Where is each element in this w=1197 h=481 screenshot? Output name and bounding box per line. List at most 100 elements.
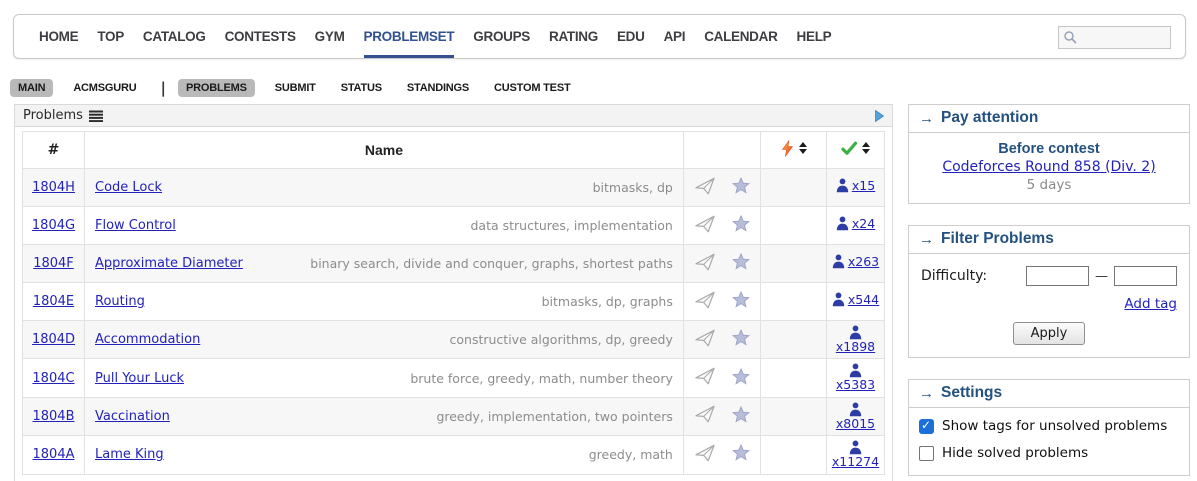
submit-paperplane-icon[interactable] — [694, 290, 716, 314]
add-tag-link[interactable]: Add tag — [1124, 296, 1177, 312]
nav-item-home[interactable]: HOME — [39, 29, 79, 44]
problems-table-header-row: # Name — [22, 131, 885, 169]
problems-table: # Name — [22, 131, 885, 475]
problem-row-1804B: 1804B Vaccination greedy, implementation… — [22, 396, 885, 437]
header-difficulty-sort[interactable] — [760, 131, 827, 169]
submit-paperplane-icon[interactable] — [694, 328, 716, 352]
difficulty-min-input[interactable] — [1026, 266, 1089, 286]
subnav-item-custom-test[interactable]: CUSTOM TEST — [494, 81, 571, 94]
filter-problems-title: → Filter Problems — [909, 226, 1189, 254]
nav-item-catalog[interactable]: CATALOG — [142, 29, 206, 44]
problem-tags: binary search, divide and conquer, graph… — [310, 256, 673, 271]
problem-name-link[interactable]: Routing — [95, 294, 145, 309]
problem-id-link[interactable]: 1804B — [32, 408, 75, 424]
difficulty-max-input[interactable] — [1114, 266, 1177, 286]
header-actions — [682, 131, 762, 169]
favorite-star-icon[interactable] — [731, 290, 751, 312]
settings-title: → Settings — [909, 380, 1189, 408]
solved-count-link[interactable]: x5383 — [829, 363, 882, 392]
contest-link[interactable]: Codeforces Round 858 (Div. 2) — [942, 159, 1156, 175]
problem-tags: greedy, implementation, two pointers — [436, 408, 673, 424]
search-input[interactable] — [1078, 30, 1164, 45]
favorite-star-icon[interactable] — [731, 329, 751, 350]
settings-box: → Settings Show tags for unsolved proble… — [908, 379, 1190, 476]
subnav-item-acmsguru[interactable]: ACMSGURU — [73, 81, 137, 94]
problem-tags: constructive algorithms, dp, greedy — [449, 332, 673, 348]
favorite-star-icon[interactable] — [731, 405, 751, 427]
submit-paperplane-icon[interactable] — [694, 404, 716, 428]
favorite-star-icon[interactable] — [731, 367, 751, 389]
pay-attention-body: Before contest Codeforces Round 858 (Div… — [909, 133, 1189, 203]
header-solved-sort[interactable] — [826, 131, 885, 169]
problem-name-link[interactable]: Code Lock — [95, 180, 163, 195]
difficulty-cell — [760, 244, 827, 283]
hide-solved-checkbox[interactable] — [919, 445, 934, 461]
problem-name-link[interactable]: Vaccination — [95, 408, 170, 424]
solved-count-link[interactable]: x263 — [832, 254, 879, 269]
problem-id-link[interactable]: 1804H — [32, 180, 75, 195]
subnav-item-submit[interactable]: SUBMIT — [274, 81, 316, 94]
show-tags-checkbox[interactable] — [919, 418, 934, 434]
solved-count-link[interactable]: x1898 — [829, 325, 882, 354]
favorite-star-icon[interactable] — [731, 214, 751, 236]
problem-name-link[interactable]: Accommodation — [95, 332, 201, 348]
list-icon[interactable] — [88, 110, 103, 122]
problem-tags: brute force, greedy, math, number theory — [410, 370, 673, 386]
problem-row-1804G: 1804G Flow Control data structures, impl… — [22, 206, 885, 245]
solved-count-link[interactable]: x544 — [832, 292, 879, 307]
pay-attention-title: → Pay attention — [909, 105, 1189, 133]
difficulty-cell — [760, 206, 827, 245]
problem-row-1804F: 1804F Approximate Diameter binary search… — [22, 244, 885, 283]
favorite-star-icon[interactable] — [731, 252, 751, 274]
submit-paperplane-icon[interactable] — [694, 443, 716, 467]
problem-name-link[interactable]: Lame King — [95, 447, 164, 463]
solved-count-link[interactable]: x24 — [836, 216, 875, 231]
nav-item-gym[interactable]: GYM — [314, 29, 345, 44]
nav-item-edu[interactable]: EDU — [616, 29, 645, 44]
nav-item-groups[interactable]: GROUPS — [473, 29, 531, 44]
difficulty-cell — [760, 358, 827, 398]
arrow-icon: → — [919, 230, 934, 248]
difficulty-cell — [760, 319, 827, 360]
subnav-item-standings[interactable]: STANDINGS — [406, 81, 470, 94]
problem-id-link[interactable]: 1804A — [32, 447, 75, 463]
nav-item-help[interactable]: HELP — [796, 29, 832, 44]
problem-id-link[interactable]: 1804C — [32, 370, 75, 386]
problem-name-link[interactable]: Flow Control — [95, 218, 176, 233]
solved-count-link[interactable]: x11274 — [829, 440, 882, 469]
nav-item-problemset[interactable]: PROBLEMSET — [363, 15, 455, 58]
arrow-icon: → — [919, 109, 934, 127]
favorite-star-icon[interactable] — [731, 176, 751, 198]
expand-arrow-icon[interactable] — [875, 109, 884, 122]
submit-paperplane-icon[interactable] — [694, 366, 716, 390]
nav-item-api[interactable]: API — [663, 29, 686, 44]
problem-id-link[interactable]: 1804F — [33, 256, 74, 271]
problem-id-link[interactable]: 1804D — [31, 332, 76, 348]
submit-paperplane-icon[interactable] — [694, 176, 716, 200]
nav-item-rating[interactable]: RATING — [549, 29, 598, 44]
problem-id-link[interactable]: 1804E — [32, 294, 75, 309]
search-box[interactable] — [1058, 26, 1171, 49]
apply-button[interactable]: Apply — [1012, 322, 1086, 345]
solved-count-link[interactable]: x8015 — [829, 402, 882, 431]
subnav-item-status[interactable]: STATUS — [340, 81, 382, 94]
solved-count-link[interactable]: x15 — [836, 178, 875, 193]
problem-tags: data structures, implementation — [470, 218, 673, 233]
submit-paperplane-icon[interactable] — [694, 252, 716, 276]
problem-name-link[interactable]: Pull Your Luck — [95, 370, 185, 386]
problem-tags: greedy, math — [588, 447, 673, 463]
problem-name-link[interactable]: Approximate Diameter — [95, 256, 243, 271]
nav-item-top[interactable]: TOP — [97, 29, 124, 44]
difficulty-cell — [760, 282, 827, 321]
difficulty-cell — [760, 396, 827, 437]
person-icon — [832, 292, 845, 307]
checkmark-icon — [841, 141, 857, 155]
submit-paperplane-icon[interactable] — [694, 214, 716, 238]
subnav-item-main[interactable]: MAIN — [10, 78, 54, 97]
difficulty-label: Difficulty: — [921, 268, 988, 284]
favorite-star-icon[interactable] — [731, 444, 751, 465]
nav-item-calendar[interactable]: CALENDAR — [704, 29, 778, 44]
subnav-item-problems[interactable]: PROBLEMS — [177, 78, 255, 97]
problem-id-link[interactable]: 1804G — [31, 218, 76, 233]
nav-item-contests[interactable]: CONTESTS — [224, 29, 296, 44]
